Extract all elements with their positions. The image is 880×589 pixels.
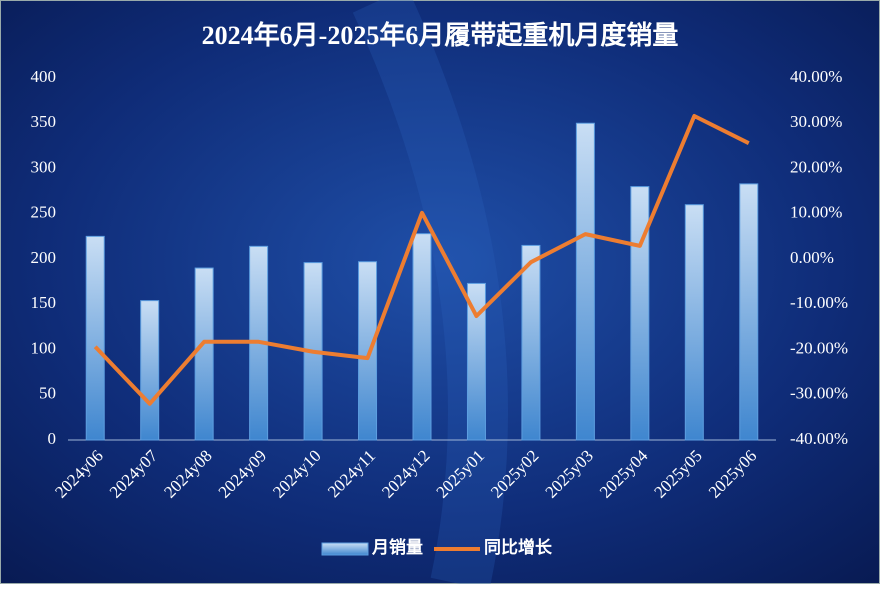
legend-swatch — [321, 542, 369, 556]
y-tick-label: 100 — [31, 338, 57, 357]
bar — [630, 186, 650, 441]
bar — [412, 233, 432, 441]
bar — [575, 122, 595, 441]
legend-label: 月销量 — [371, 537, 423, 557]
y-tick-label: 50 — [39, 384, 56, 403]
y2-tick-label: 40.00% — [790, 67, 842, 86]
line — [93, 114, 750, 406]
bar — [521, 244, 541, 441]
y-tick-label: 350 — [31, 112, 57, 131]
y-tick-label: 400 — [31, 67, 57, 86]
y2-tick-label: 30.00% — [790, 112, 842, 131]
y2-tick-label: 0.00% — [790, 248, 834, 267]
y-tick-label: 0 — [48, 429, 57, 448]
y-tick-label: 150 — [31, 293, 57, 312]
y-tick-label: 200 — [31, 248, 57, 267]
y-tick-label: 250 — [31, 203, 57, 222]
bar — [739, 183, 759, 441]
y2-tick-label: 10.00% — [790, 203, 842, 222]
bar — [358, 261, 378, 441]
legend-label: 同比增长 — [484, 537, 553, 557]
y2-tick-label: -20.00% — [790, 338, 848, 357]
chart-title: 2024年6月-2025年6月履带起重机月度销量 — [202, 20, 679, 50]
bar — [140, 300, 160, 441]
bar — [85, 235, 105, 441]
y2-tick-label: -40.00% — [790, 429, 848, 448]
y2-tick-label: -10.00% — [790, 293, 848, 312]
bar — [684, 204, 704, 441]
y2-tick-label: 20.00% — [790, 157, 842, 176]
y2-tick-label: -30.00% — [790, 384, 848, 403]
y-tick-label: 300 — [31, 157, 57, 176]
bar — [466, 282, 486, 441]
bar — [194, 267, 214, 441]
